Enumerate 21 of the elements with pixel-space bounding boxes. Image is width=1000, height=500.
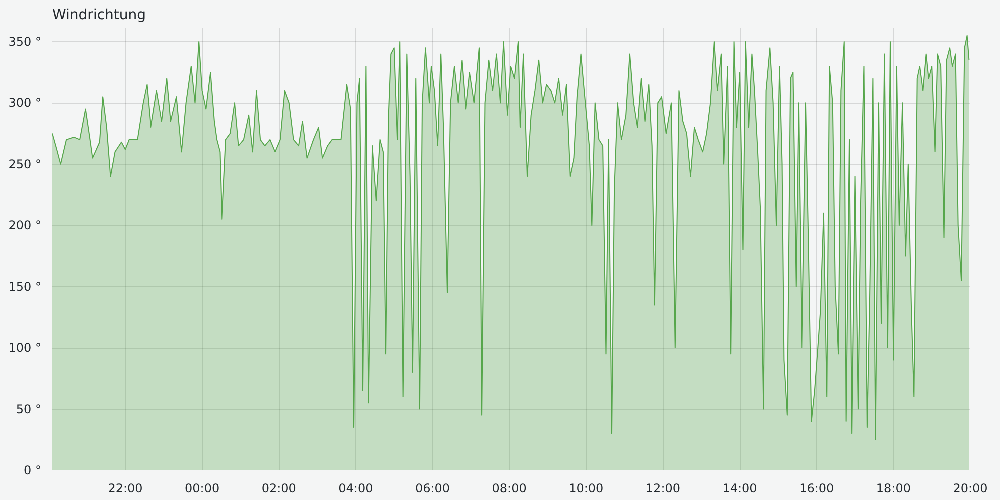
x-tick-label: 00:00 xyxy=(185,482,220,496)
y-tick-label: 50 ° xyxy=(16,402,42,416)
x-tick-label: 16:00 xyxy=(800,482,834,496)
y-tick-label: 100 ° xyxy=(8,341,42,356)
x-tick-label: 02:00 xyxy=(262,482,296,496)
x-tick-label: 18:00 xyxy=(876,482,911,496)
x-tick-label: 10:00 xyxy=(569,482,604,496)
x-tick-label: 04:00 xyxy=(338,482,374,496)
x-tick-label: 20:00 xyxy=(953,482,988,496)
y-tick-label: 300 ° xyxy=(8,96,42,110)
y-tick-label: 200 ° xyxy=(8,218,42,233)
chart-title: Windrichtung xyxy=(52,8,146,24)
x-tick-label: 22:00 xyxy=(108,482,143,496)
y-tick-label: 350 ° xyxy=(8,34,42,49)
x-tick-label: 06:00 xyxy=(415,482,450,496)
y-tick-label: 150 ° xyxy=(8,280,42,294)
x-tick-label: 14:00 xyxy=(722,482,758,496)
y-tick-label: 250 ° xyxy=(8,157,42,172)
y-tick-label: 0 ° xyxy=(24,464,42,478)
x-tick-label: 12:00 xyxy=(646,482,681,496)
x-tick-label: 08:00 xyxy=(492,482,527,496)
